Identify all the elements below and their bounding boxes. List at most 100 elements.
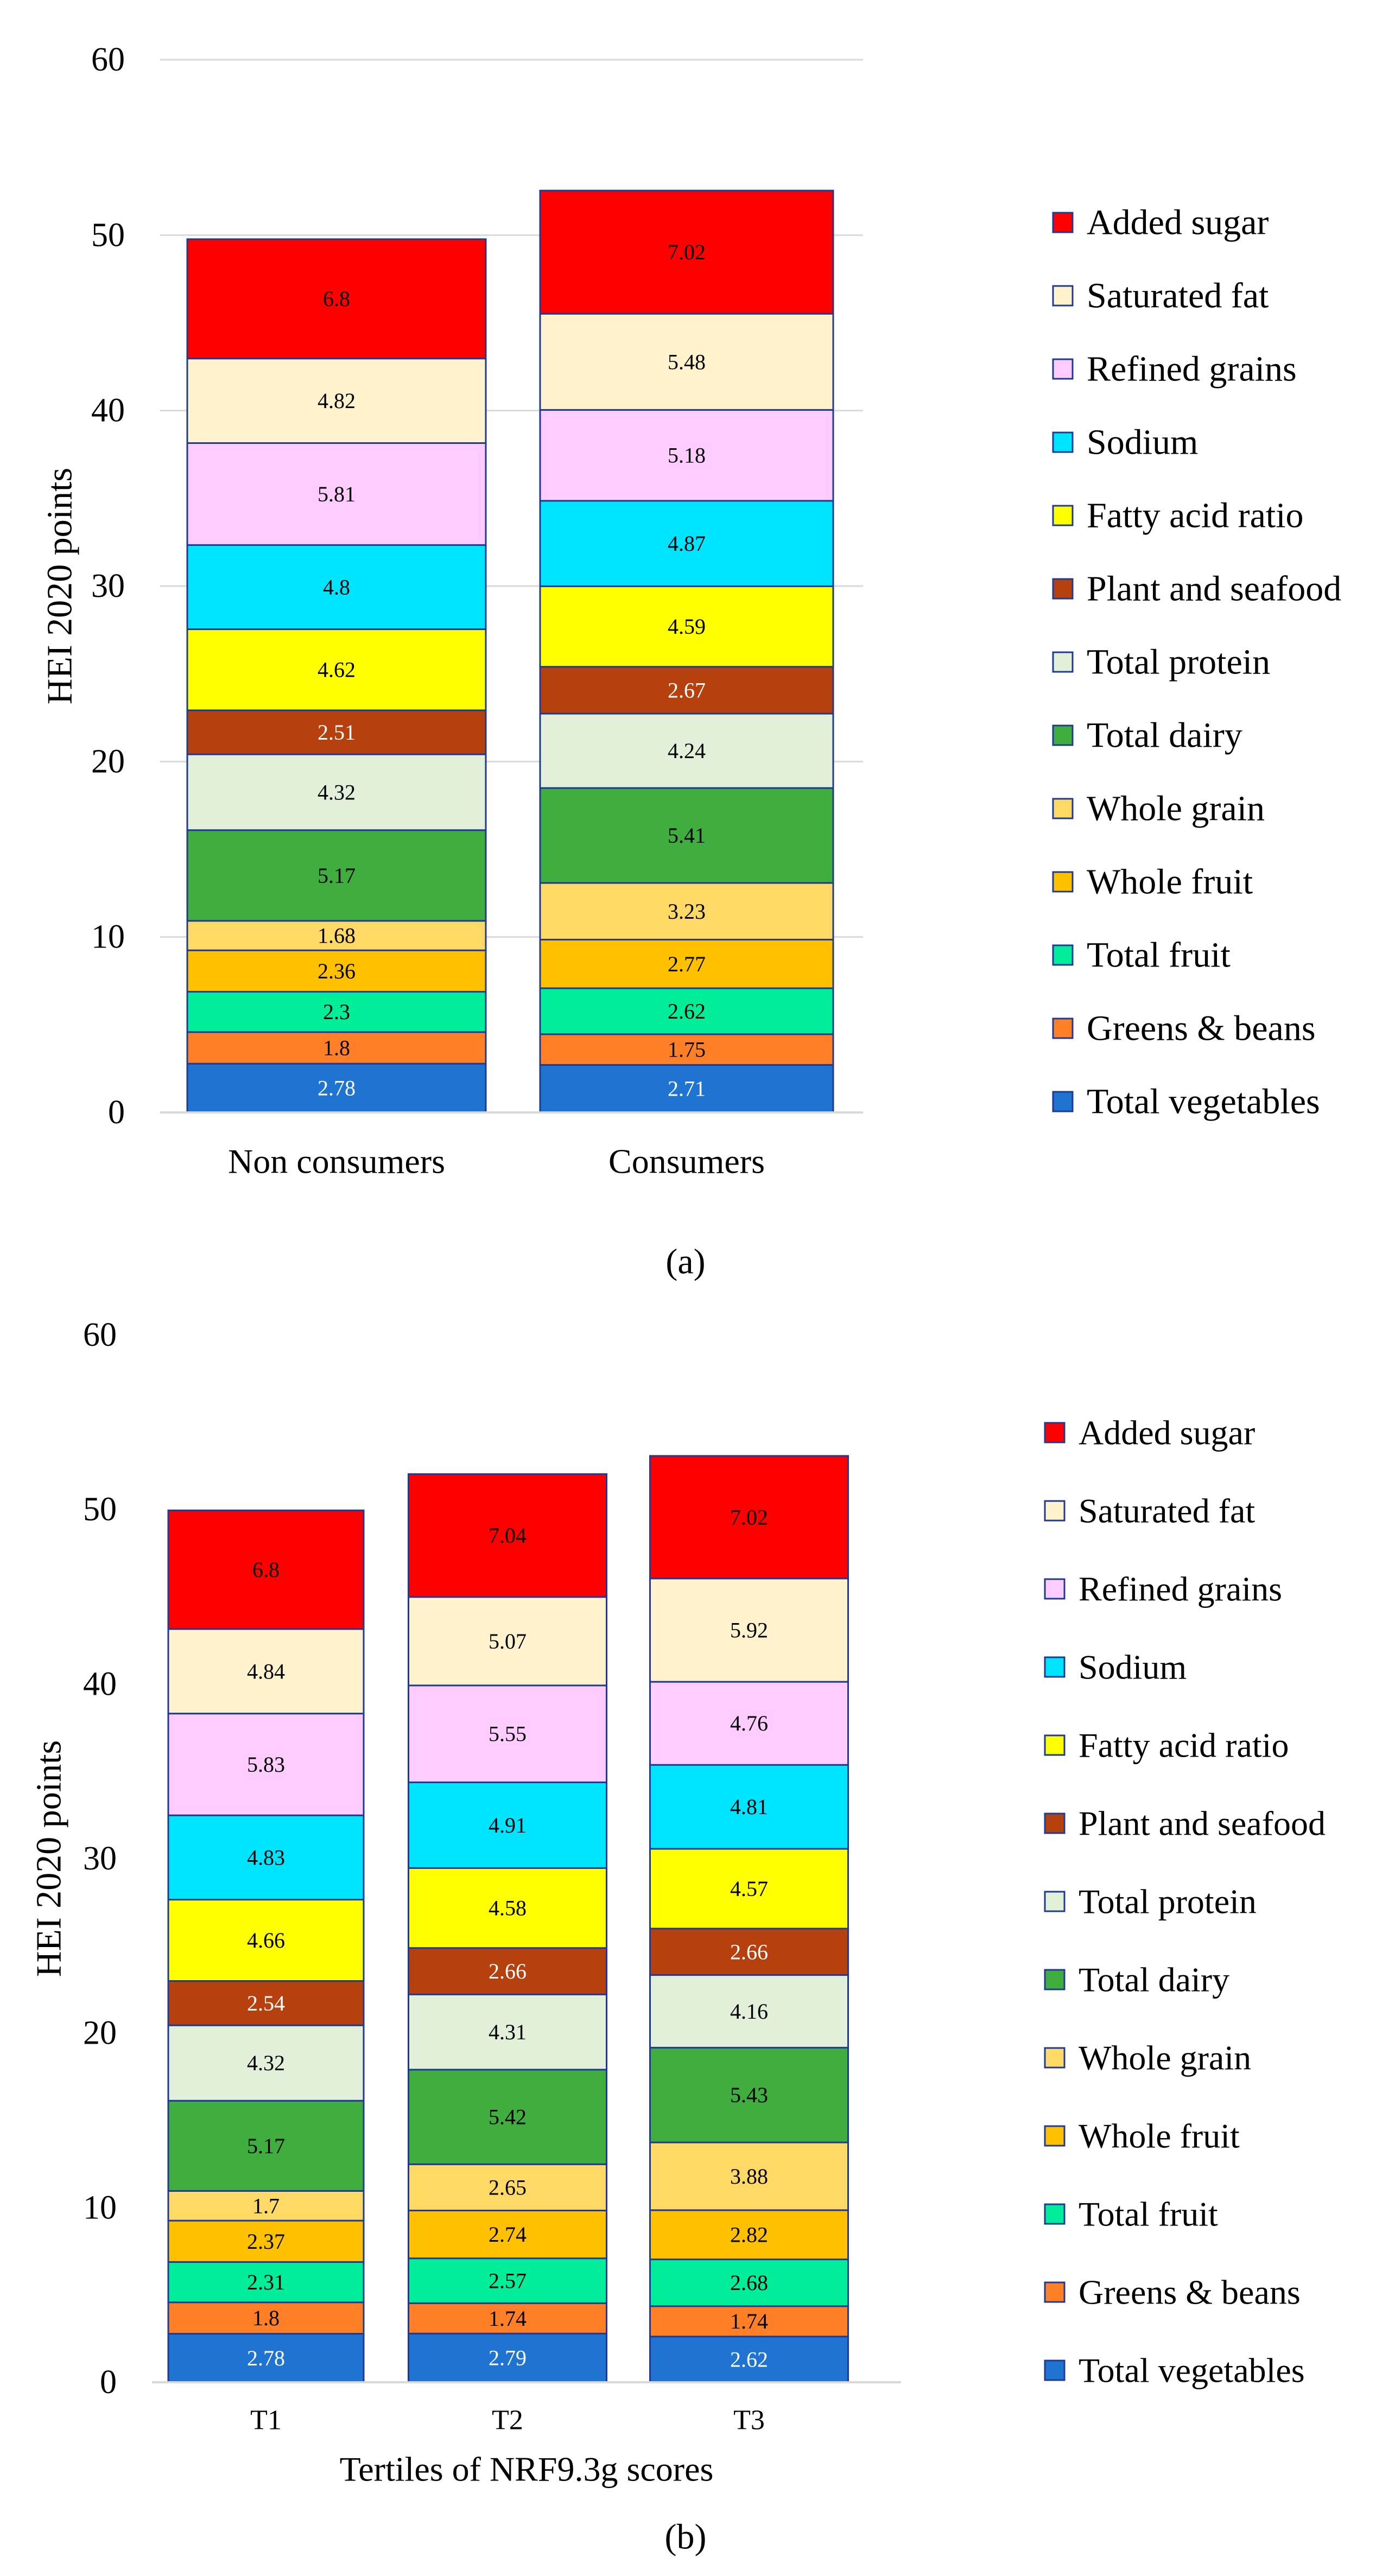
panel-b-legend-swatch-total-protein bbox=[1044, 1891, 1066, 1912]
panel-b-bar-t3-whole-grain bbox=[649, 2141, 849, 2211]
panel-b-data-label-t1-total-vegetables: 2.78 bbox=[247, 2346, 285, 2370]
panel-b-legend-swatch-whole-fruit bbox=[1044, 2125, 1066, 2147]
panel-a-legend-label-sodium: Sodium bbox=[1087, 423, 1198, 462]
panel-b-data-label-t1-whole-fruit: 2.37 bbox=[247, 2229, 285, 2254]
panel-b-data-label-t1-fatty-acid-ratio: 4.66 bbox=[247, 1928, 285, 1952]
panel-b-bar-t3-added-sugar bbox=[649, 1455, 849, 1580]
panel-a-legend-label-added-sugar: Added sugar bbox=[1087, 203, 1269, 243]
panel-b-bar-t2-total-fruit bbox=[408, 2257, 607, 2304]
panel-b-data-label-t1-total-protein: 4.32 bbox=[247, 2051, 285, 2075]
panel-b-data-label-t2-total-dairy: 5.42 bbox=[489, 2105, 527, 2129]
panel-a-data-label-non-consumers-total-dairy: 5.17 bbox=[318, 863, 356, 888]
panel-a-data-label-consumers-greens-beans: 1.75 bbox=[668, 1038, 706, 1062]
panel-a-data-label-consumers-plant-and-seafood: 2.67 bbox=[668, 678, 706, 702]
panel-b-legend-swatch-total-vegetables bbox=[1044, 2359, 1066, 2381]
panel-a-bar-consumers-total-protein bbox=[539, 713, 834, 789]
panel-b-legend-swatch-fatty-acid-ratio bbox=[1044, 1734, 1066, 1756]
panel-a-data-label-consumers-total-protein: 4.24 bbox=[668, 739, 706, 763]
panel-b-data-label-t2-fatty-acid-ratio: 4.58 bbox=[489, 1896, 527, 1920]
panel-b-data-label-t2-saturated-fat: 5.07 bbox=[489, 1629, 527, 1653]
panel-b-data-label-t3-total-protein: 4.16 bbox=[730, 1999, 768, 2024]
panel-a-legend-label-greens-beans: Greens & beans bbox=[1087, 1009, 1316, 1048]
panel-b-bar-t3-total-dairy bbox=[649, 2046, 849, 2144]
panel-b-data-label-t1-refined-grains: 5.83 bbox=[247, 1752, 285, 1777]
panel-b-bar-t3-refined-grains bbox=[649, 1681, 849, 1766]
panel-a-legend-swatch-total-protein bbox=[1052, 651, 1074, 673]
panel-a-bar-consumers-sodium bbox=[539, 500, 834, 587]
panel-b-legend-swatch-whole-grain bbox=[1044, 2047, 1066, 2069]
panel-a-data-label-consumers-whole-grain: 3.23 bbox=[668, 899, 706, 924]
panel-b-y-tick-label: 10 bbox=[83, 2189, 117, 2226]
panel-a-bar-consumers-whole-fruit bbox=[539, 939, 834, 989]
panel-a-data-label-non-consumers-whole-fruit: 2.36 bbox=[318, 959, 356, 983]
panel-a-bar-consumers-greens-beans bbox=[539, 1033, 834, 1066]
panel-b-legend-swatch-added-sugar bbox=[1044, 1422, 1066, 1443]
panel-a-data-label-consumers-whole-fruit: 2.77 bbox=[668, 952, 706, 976]
panel-a-legend-swatch-refined-grains bbox=[1052, 358, 1074, 380]
panel-b-bar-t3-total-fruit bbox=[649, 2259, 849, 2307]
panel-b-y-tick-label: 20 bbox=[83, 2015, 117, 2052]
panel-a-legend-swatch-plant-and-seafood bbox=[1052, 578, 1074, 600]
panel-a-data-label-non-consumers-saturated-fat: 4.82 bbox=[318, 389, 356, 413]
panel-b-legend-swatch-total-fruit bbox=[1044, 2203, 1066, 2225]
panel-a-data-label-non-consumers-total-vegetables: 2.78 bbox=[318, 1076, 356, 1101]
panel-a-legend-label-plant-and-seafood: Plant and seafood bbox=[1087, 569, 1341, 609]
panel-a-y-tick-label: 40 bbox=[91, 392, 125, 429]
panel-b-legend-label-refined-grains: Refined grains bbox=[1079, 1570, 1282, 1608]
panel-a-y-tick-label: 10 bbox=[91, 919, 125, 956]
panel-b-bar-t3-total-vegetables bbox=[649, 2336, 849, 2383]
panel-b-legend-label-saturated-fat: Saturated fat bbox=[1079, 1492, 1255, 1530]
panel-b-data-label-t3-whole-fruit: 2.82 bbox=[730, 2223, 768, 2247]
panel-b-data-label-t3-greens-beans: 1.74 bbox=[730, 2309, 768, 2333]
panel-b-data-label-t3-plant-and-seafood: 2.66 bbox=[730, 1939, 768, 1964]
panel-a-data-label-non-consumers-fatty-acid-ratio: 4.62 bbox=[318, 658, 356, 682]
panel-b-bar-t3-total-protein bbox=[649, 1974, 849, 2049]
panel-a-data-label-non-consumers-sodium: 4.8 bbox=[323, 575, 350, 599]
panel-a-data-label-consumers-added-sugar: 7.02 bbox=[668, 240, 706, 264]
panel-b-legend-label-greens-beans: Greens & beans bbox=[1079, 2273, 1301, 2312]
panel-a-data-label-consumers-sodium: 4.87 bbox=[668, 531, 706, 556]
panel-b-category-label-t3: T3 bbox=[733, 2405, 765, 2436]
panel-a-data-label-non-consumers-plant-and-seafood: 2.51 bbox=[318, 720, 356, 745]
panel-b-data-label-t2-total-fruit: 2.57 bbox=[489, 2268, 527, 2293]
panel-b-bar-t1-saturated-fat bbox=[167, 1628, 365, 1715]
panel-a-bar-non-consumers-plant-and-seafood bbox=[186, 709, 487, 755]
panel-a-legend-label-whole-grain: Whole grain bbox=[1087, 789, 1265, 829]
panel-b-bar-t2-saturated-fat bbox=[408, 1596, 607, 1687]
panel-b-bar-t1-greens-beans bbox=[167, 2301, 365, 2335]
panel-a-legend-swatch-total-vegetables bbox=[1052, 1091, 1074, 1112]
panel-a-y-tick-label: 60 bbox=[91, 41, 125, 78]
panel-b-data-label-t2-greens-beans: 1.74 bbox=[489, 2306, 527, 2331]
panel-a-bar-non-consumers-added-sugar bbox=[186, 238, 487, 360]
panel-a-bar-consumers-total-vegetables bbox=[539, 1064, 834, 1114]
panel-b-data-label-t1-saturated-fat: 4.84 bbox=[247, 1659, 285, 1683]
panel-a-bar-consumers-plant-and-seafood bbox=[539, 666, 834, 715]
panel-a-data-label-consumers-total-fruit: 2.62 bbox=[668, 999, 706, 1023]
panel-a-bar-non-consumers-total-dairy bbox=[186, 829, 487, 922]
panel-b-bar-t1-total-dairy bbox=[167, 2100, 365, 2192]
panel-a-legend-swatch-saturated-fat bbox=[1052, 285, 1074, 307]
panel-b-data-label-t2-total-vegetables: 2.79 bbox=[489, 2346, 527, 2370]
panel-a-data-label-non-consumers-whole-grain: 1.68 bbox=[318, 924, 356, 948]
panel-a-legend-label-whole-fruit: Whole fruit bbox=[1087, 862, 1253, 902]
panel-b-legend-label-sodium: Sodium bbox=[1079, 1648, 1187, 1687]
panel-a-bar-non-consumers-fatty-acid-ratio bbox=[186, 628, 487, 711]
panel-b-y-tick-label: 60 bbox=[83, 1316, 117, 1353]
panel-a-legend-label-total-dairy: Total dairy bbox=[1087, 716, 1242, 755]
panel-a-legend-label-refined-grains: Refined grains bbox=[1087, 349, 1297, 389]
panel-b-legend-swatch-sodium bbox=[1044, 1656, 1066, 1678]
panel-a-data-label-non-consumers-added-sugar: 6.8 bbox=[323, 287, 350, 311]
panel-b-legend-swatch-saturated-fat bbox=[1044, 1500, 1066, 1522]
panel-b-bar-t2-plant-and-seafood bbox=[408, 1947, 607, 1995]
panel-b-bar-t2-sodium bbox=[408, 1781, 607, 1869]
panel-b-legend-label-total-dairy: Total dairy bbox=[1079, 1961, 1229, 1999]
panel-b-data-label-t3-fatty-acid-ratio: 4.57 bbox=[730, 1877, 768, 1901]
panel-b-legend-swatch-total-dairy bbox=[1044, 1969, 1066, 1990]
panel-b-legend-label-total-vegetables: Total vegetables bbox=[1079, 2351, 1305, 2390]
panel-a-bar-consumers-total-fruit bbox=[539, 987, 834, 1035]
panel-b-bar-t1-refined-grains bbox=[167, 1713, 365, 1816]
panel-b-category-label-t1: T1 bbox=[250, 2405, 282, 2436]
panel-b-data-label-t3-total-vegetables: 2.62 bbox=[730, 2347, 768, 2371]
panel-b-data-label-t2-whole-grain: 2.65 bbox=[489, 2175, 527, 2199]
